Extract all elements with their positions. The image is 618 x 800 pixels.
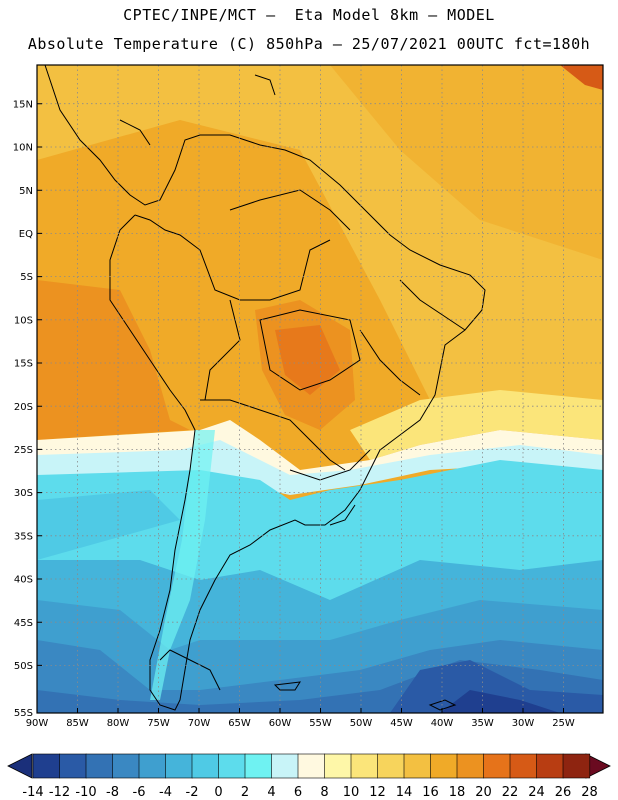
colorbar-swatch	[59, 753, 87, 779]
colorbar-label: 6	[294, 785, 302, 800]
colorbar-label: -8	[106, 785, 119, 800]
lat-label: 20S	[14, 402, 33, 413]
colorbar-swatch	[536, 753, 564, 779]
colorbar-swatch	[191, 753, 220, 779]
graticule	[37, 65, 603, 713]
colorbar-label: 20	[475, 785, 492, 800]
colorbar-swatch	[112, 753, 140, 779]
lon-label: 40W	[431, 718, 454, 729]
colorbar-swatches	[32, 753, 591, 779]
lat-label: 10S	[14, 316, 33, 327]
lon-label: 50W	[350, 718, 373, 729]
lon-label: 30W	[512, 718, 535, 729]
lat-label: 15N	[13, 100, 33, 111]
colorbar-label: -4	[159, 785, 172, 800]
lat-label: 5N	[19, 186, 33, 197]
colorbar-swatch	[85, 753, 114, 779]
colorbar-label: 22	[502, 785, 519, 800]
lat-ticks	[37, 103, 42, 666]
colorbar-swatch	[165, 753, 193, 779]
colorbar-swatch	[377, 753, 405, 779]
lon-labels: 90W 85W 80W 75W 70W 65W 60W 55W 50W 45W …	[26, 718, 575, 729]
chart-subtitle: Absolute Temperature (C) 850hPa – 25/07/…	[27, 35, 591, 53]
lat-label: 50S	[14, 661, 33, 672]
lon-label: 85W	[66, 718, 89, 729]
chart-title: CPTEC/INPE/MCT – Eta Model 8km – MODEL	[123, 6, 495, 24]
colorbar-left-arrow	[7, 753, 33, 779]
colorbar-label: 4	[267, 785, 275, 800]
lon-label: 70W	[188, 718, 211, 729]
colorbar-label: 12	[369, 785, 386, 800]
lat-label: 45S	[14, 618, 33, 629]
coastlines	[44, 65, 486, 711]
lat-label: 30S	[14, 488, 33, 499]
lat-label: 5S	[20, 272, 33, 283]
colorbar-swatch	[218, 753, 246, 779]
colorbar-swatch	[244, 753, 273, 779]
colorbar-swatch	[350, 753, 379, 779]
lon-label: 55W	[309, 718, 332, 729]
colorbar-label: 14	[396, 785, 413, 800]
lat-label: 40S	[14, 575, 33, 586]
colorbar	[7, 753, 611, 779]
colorbar-swatch	[509, 753, 538, 779]
colorbar-label: -6	[133, 785, 146, 800]
lon-label: 35W	[471, 718, 494, 729]
lon-label: 75W	[147, 718, 170, 729]
colorbar-label: 10	[343, 785, 360, 800]
lat-label: 55S	[14, 708, 33, 719]
lon-label: 65W	[228, 718, 251, 729]
colorbar-swatch	[430, 753, 458, 779]
colorbar-label: 26	[555, 785, 572, 800]
lat-label: 15S	[14, 359, 33, 370]
lat-label: EQ	[19, 229, 33, 240]
colorbar-swatch	[562, 753, 591, 779]
colorbar-label: 24	[528, 785, 545, 800]
lon-ticks	[77, 708, 564, 713]
colorbar-swatch	[483, 753, 511, 779]
colorbar-label: -10	[75, 785, 96, 800]
colorbar-swatch	[456, 753, 485, 779]
colorbar-label: -14	[22, 785, 43, 800]
temperature-field	[37, 65, 603, 713]
colorbar-swatch	[271, 753, 299, 779]
colorbar-label: -12	[49, 785, 70, 800]
lat-labels: 15N 10N 5N EQ 5S 10S 15S 20S 25S 30S 35S…	[13, 100, 33, 720]
lat-label: 25S	[14, 445, 33, 456]
colorbar-label: 8	[320, 785, 328, 800]
colorbar-label: 18	[449, 785, 466, 800]
lon-label: 45W	[390, 718, 413, 729]
lon-label: 25W	[552, 718, 575, 729]
colorbar-label: 0	[214, 785, 222, 800]
lon-label: 80W	[107, 718, 130, 729]
colorbar-label: 16	[422, 785, 439, 800]
colorbar-swatch	[324, 753, 352, 779]
lat-label: 10N	[13, 143, 33, 154]
colorbar-swatch	[138, 753, 167, 779]
colorbar-labels: -14 -12 -10 -8 -6 -4 -2 0 2 4 6 8 10 12 …	[22, 785, 597, 800]
colorbar-label: -2	[186, 785, 199, 800]
lon-label: 90W	[26, 718, 49, 729]
lon-label: 60W	[269, 718, 292, 729]
colorbar-label: 2	[241, 785, 249, 800]
colorbar-swatch	[32, 753, 61, 779]
colorbar-label: 28	[581, 785, 598, 800]
lat-label: 35S	[14, 532, 33, 543]
colorbar-swatch	[403, 753, 432, 779]
colorbar-swatch	[297, 753, 326, 779]
